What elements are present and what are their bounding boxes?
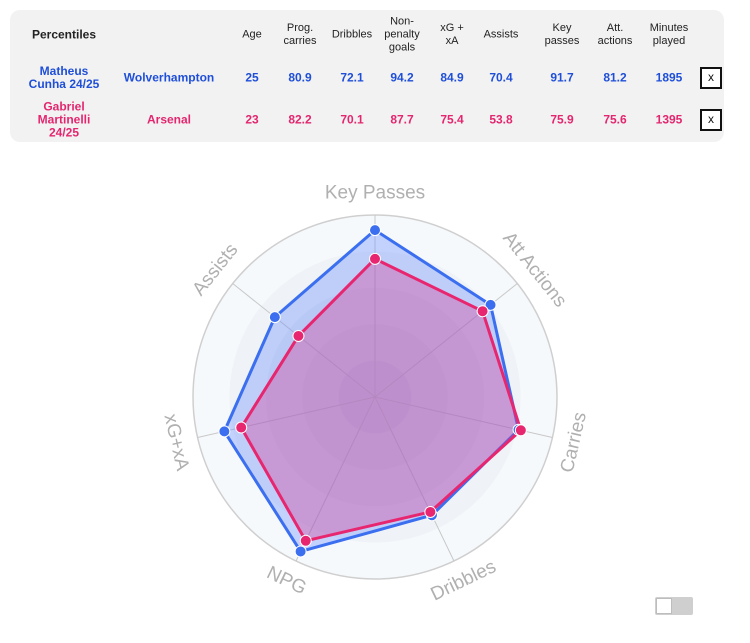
- radar-series: [218, 224, 527, 558]
- series-point[interactable]: [268, 311, 281, 324]
- axis-label: NPG: [263, 562, 309, 599]
- percentiles-table: Percentiles Age Prog. carries Dribbles Non-…: [10, 10, 724, 142]
- column-header: Age: [242, 28, 262, 41]
- axis-spoke: [295, 396, 376, 562]
- axis-label: Carries: [557, 410, 591, 474]
- stat-value: 84.9: [440, 70, 464, 85]
- series-point[interactable]: [294, 545, 307, 558]
- team-name: Arsenal: [146, 112, 192, 127]
- column-header: Dribbles: [331, 28, 373, 41]
- table-title: Percentiles: [31, 27, 97, 42]
- stat-value: 53.8: [489, 112, 513, 127]
- column-header: Assists: [483, 28, 519, 41]
- series-polygon: [222, 228, 521, 553]
- series-point[interactable]: [299, 534, 312, 547]
- series-point[interactable]: [369, 252, 381, 265]
- team-name: Wolverhampton: [123, 70, 215, 85]
- view-toggle[interactable]: [655, 597, 693, 615]
- stat-value: 70.1: [340, 112, 364, 127]
- stat-value: 72.1: [340, 70, 364, 85]
- remove-player-button[interactable]: x: [700, 109, 722, 131]
- stat-value: 91.7: [550, 70, 574, 85]
- stat-value: 82.2: [288, 112, 312, 127]
- toggle-knob[interactable]: [656, 598, 672, 614]
- column-header: Prog. carries: [283, 22, 317, 47]
- series-point[interactable]: [369, 224, 381, 237]
- stat-value: 75.6: [603, 112, 627, 127]
- series-point[interactable]: [292, 329, 305, 342]
- series-point[interactable]: [476, 305, 489, 318]
- stat-value: 25: [245, 70, 259, 85]
- stat-value: 87.7: [390, 112, 414, 127]
- player-name: Matheus Cunha 24/25: [28, 64, 100, 91]
- remove-player-button[interactable]: x: [700, 67, 722, 89]
- column-header: Non- penalty goals: [384, 15, 420, 54]
- stat-value: 94.2: [390, 70, 414, 85]
- stat-value: 75.9: [550, 112, 574, 127]
- stat-value: 80.9: [288, 70, 312, 85]
- stat-value: 75.4: [440, 112, 464, 127]
- series-point[interactable]: [514, 424, 527, 437]
- axis-spoke: [374, 396, 455, 562]
- axis-label: Key Passes: [325, 183, 425, 204]
- series-point[interactable]: [484, 298, 497, 311]
- column-header: Minutes played: [649, 22, 689, 47]
- player-name: Gabriel Martinelli 24/25: [37, 99, 91, 140]
- series-point[interactable]: [218, 425, 231, 438]
- axis-spoke: [232, 283, 376, 398]
- column-header: Key passes: [544, 22, 580, 47]
- stat-value: 81.2: [603, 70, 627, 85]
- column-header: Att. actions: [597, 22, 633, 47]
- series-polygon: [239, 257, 523, 543]
- stat-value: 1895: [655, 70, 683, 85]
- stat-value: 23: [245, 112, 259, 127]
- series-point[interactable]: [235, 421, 248, 434]
- radar-grid: [192, 214, 558, 580]
- axis-label: xG+xA: [159, 412, 192, 473]
- column-header: xG + xA: [440, 22, 464, 47]
- stat-value: 70.4: [489, 70, 513, 85]
- series-point[interactable]: [424, 505, 437, 518]
- stat-value: 1395: [655, 112, 683, 127]
